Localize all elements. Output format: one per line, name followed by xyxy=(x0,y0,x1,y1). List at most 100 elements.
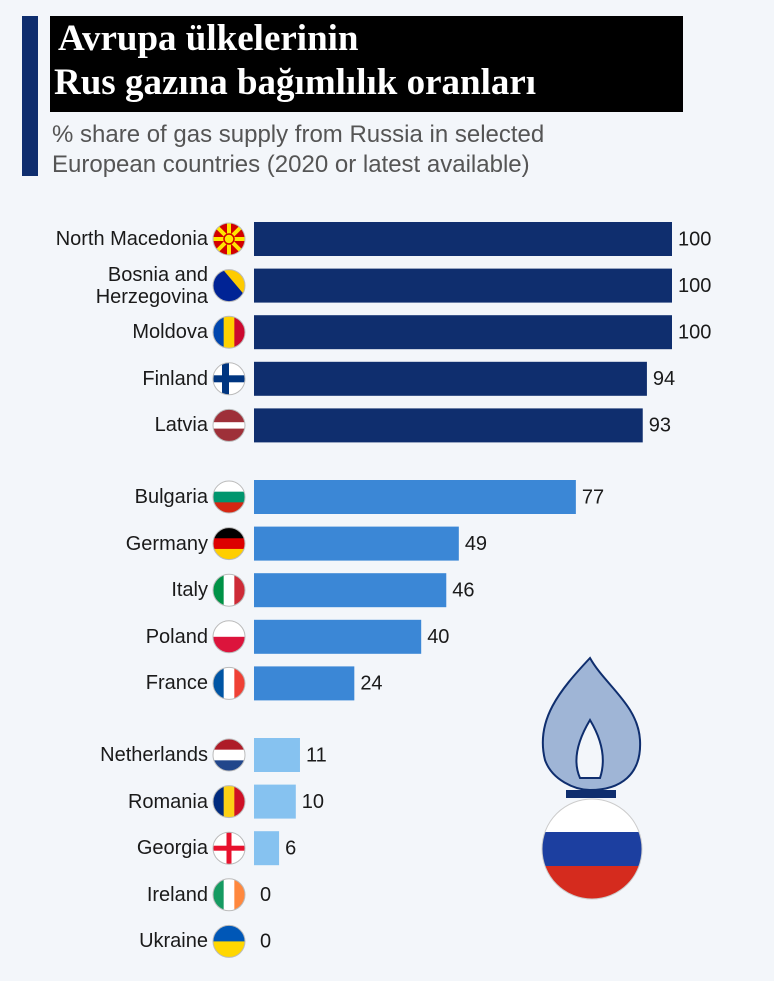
value-label: 100 xyxy=(678,321,711,343)
flag-border xyxy=(212,620,246,654)
flag-border xyxy=(212,666,246,700)
bar xyxy=(254,315,672,350)
category-label: Finland xyxy=(142,367,208,390)
value-label: 0 xyxy=(260,884,271,906)
title-line: Avrupa ülkelerinin xyxy=(58,18,359,59)
flag-triangle xyxy=(223,269,245,296)
flag xyxy=(213,785,245,818)
accent-stripe xyxy=(22,16,38,176)
flag-part xyxy=(213,502,245,513)
flag-part xyxy=(213,422,245,430)
flag-part xyxy=(213,925,245,942)
bar xyxy=(254,573,447,608)
flag-part xyxy=(223,574,235,607)
flag-border xyxy=(212,269,246,303)
title-line: Rus gazına bağımlılık oranları xyxy=(54,62,537,103)
flag xyxy=(213,409,245,442)
flag-part xyxy=(213,636,245,653)
value-label: 10 xyxy=(302,791,324,813)
flag-part xyxy=(223,316,235,349)
flag-part xyxy=(213,491,245,503)
value-label: 24 xyxy=(360,673,382,695)
flag-part xyxy=(234,785,245,818)
value-label: 94 xyxy=(653,368,675,390)
flag-part xyxy=(223,878,235,911)
flag-part xyxy=(213,409,245,417)
bar xyxy=(254,526,459,561)
category-label: Italy xyxy=(171,579,208,602)
flag-part xyxy=(213,878,225,911)
flag-border xyxy=(212,878,246,912)
category-label: Germany xyxy=(125,532,208,555)
category-label: Georgia xyxy=(136,837,208,860)
flag-border xyxy=(212,408,246,442)
bar xyxy=(254,666,355,701)
flag-border xyxy=(212,362,246,396)
flag-border xyxy=(212,480,246,514)
bar xyxy=(254,784,296,819)
value-label: 100 xyxy=(678,228,711,250)
flag-part xyxy=(213,435,245,442)
value-label: 6 xyxy=(285,837,296,859)
flag-part xyxy=(213,428,245,436)
flag-part xyxy=(213,941,245,958)
flag xyxy=(213,362,245,395)
category-label: Bosnia and Herzegovina xyxy=(95,263,208,308)
flag-sun xyxy=(223,233,235,245)
flag xyxy=(213,269,245,302)
flag-part xyxy=(213,749,245,761)
flag xyxy=(213,481,245,513)
flag-part xyxy=(213,760,245,771)
flag-part xyxy=(234,667,245,700)
flag-part xyxy=(234,878,245,911)
gas-icon xyxy=(541,656,643,900)
category-label: Ukraine xyxy=(139,930,208,953)
flag xyxy=(213,832,245,865)
flag xyxy=(213,223,245,255)
flag-border xyxy=(212,785,246,819)
category-label: France xyxy=(145,672,208,695)
flag-part xyxy=(213,548,245,560)
flag-border xyxy=(212,527,246,561)
flag-border xyxy=(212,738,246,772)
flag xyxy=(213,574,245,607)
value-label: 100 xyxy=(678,275,711,297)
flag-border xyxy=(212,831,246,865)
flag xyxy=(213,527,245,560)
flag-part xyxy=(226,832,232,865)
bar xyxy=(254,738,300,772)
flag-part xyxy=(213,739,245,751)
flag-part xyxy=(213,667,225,700)
category-label: Bulgaria xyxy=(134,486,208,508)
flag-part xyxy=(234,574,245,607)
flag xyxy=(213,739,245,771)
bar xyxy=(254,268,672,303)
value-label: 0 xyxy=(260,931,271,953)
flag-part xyxy=(213,527,245,539)
flag xyxy=(213,925,245,958)
flag-part xyxy=(213,415,245,423)
category-label: Latvia xyxy=(154,414,208,437)
subtitle-line: European countries (2020 or latest avail… xyxy=(52,151,530,178)
value-label: 11 xyxy=(306,744,327,766)
value-label: 49 xyxy=(465,533,487,555)
flag xyxy=(213,316,245,349)
flag xyxy=(213,620,245,653)
flag-part xyxy=(222,362,229,395)
flag-part xyxy=(223,667,235,700)
flag-part xyxy=(213,785,225,818)
flag-border xyxy=(212,573,246,607)
bar xyxy=(254,619,422,654)
category-label: Romania xyxy=(127,790,208,813)
subtitle-line: % share of gas supply from Russia in sel… xyxy=(52,121,545,148)
flag-part xyxy=(213,620,245,638)
category-label: North Macedonia xyxy=(55,228,208,250)
bar xyxy=(254,361,647,396)
flag-part xyxy=(234,316,245,349)
bar xyxy=(254,408,643,443)
value-label: 46 xyxy=(452,579,474,601)
bar xyxy=(254,222,672,256)
flag-border xyxy=(212,222,246,256)
flag-border xyxy=(212,924,246,958)
